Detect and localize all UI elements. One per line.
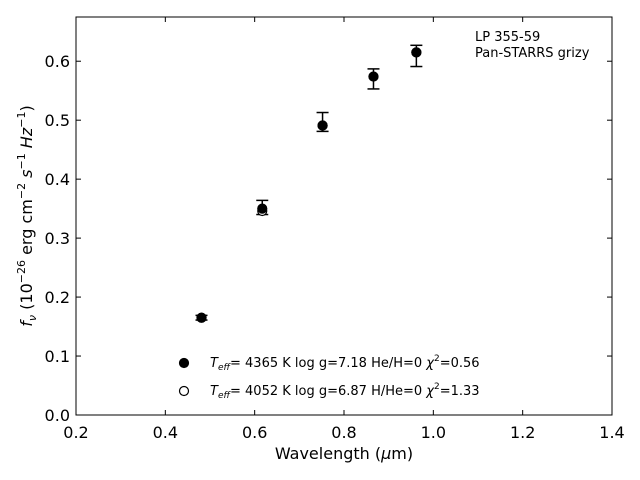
y-tick-label: 0.2: [45, 288, 70, 307]
x-tick-label: 1.2: [510, 423, 535, 442]
x-tick-label: 0.4: [153, 423, 178, 442]
x-tick-label: 0.2: [63, 423, 88, 442]
markers: [196, 47, 422, 323]
legend-entry-1: Teff= 4365 K log g=7.18 He/H=0 χ2=0.56: [210, 354, 480, 373]
y-axis-label: fν (10−26 erg cm−2 s−1 Hz−1): [15, 105, 39, 326]
data-point-filled: [257, 203, 268, 214]
legend-entry-2: Teff= 4052 K log g=6.87 H/He=0 χ2=1.33: [210, 382, 480, 401]
y-tick-label: 0.3: [45, 229, 70, 248]
x-axis-label: Wavelength (μm): [275, 444, 413, 463]
y-tick-label: 0.4: [45, 170, 70, 189]
ticks: 0.2 0.4 0.6 0.8 1.0 1.2 1.4 0.0 0.1 0.2 0.3 0.4 0.5 0…: [45, 17, 625, 442]
y-tick-label: 0.0: [45, 406, 70, 425]
x-tick-label: 0.6: [242, 423, 267, 442]
annotation-line-2: Pan-STARRS grizy: [475, 46, 590, 61]
x-tick-label: 1.4: [599, 423, 624, 442]
annotation-line-1: LP 355-59: [475, 30, 540, 45]
x-tick-label: 0.8: [331, 423, 356, 442]
legend-marker-open: [178, 385, 190, 397]
data-point-filled: [411, 47, 422, 58]
errorbars: [195, 44, 423, 321]
data-point-filled: [317, 120, 328, 131]
data-point-filled: [368, 71, 379, 82]
y-tick-label: 0.6: [45, 52, 70, 71]
y-tick-label: 0.1: [45, 347, 70, 366]
x-tick-label: 1.0: [421, 423, 446, 442]
y-tick-label: 0.5: [45, 111, 70, 130]
data-point-filled: [196, 312, 207, 323]
legend: Teff= 4365 K log g=7.18 He/H=0 χ2=0.56 T…: [178, 354, 480, 401]
legend-marker-filled: [178, 357, 190, 369]
